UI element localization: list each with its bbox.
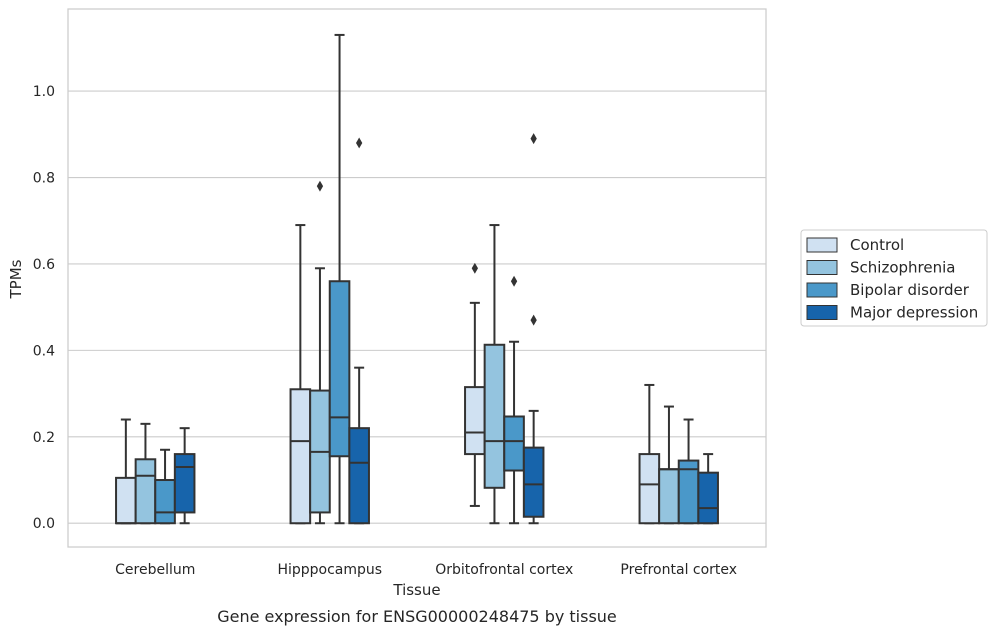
legend-swatch	[806, 282, 838, 298]
legend-frame	[800, 229, 988, 327]
box	[483, 343, 506, 489]
box-group	[483, 224, 506, 525]
x-tick-label: Hipppocampus	[277, 562, 382, 578]
box-group	[115, 418, 137, 525]
y-tick-labels: 0.0 0.2 0.4 0.6 0.8 1.0	[33, 84, 55, 532]
box-group	[173, 427, 196, 525]
box-series	[115, 33, 719, 525]
box-group	[154, 448, 176, 525]
x-tick-label: Orbitofrontal cortex	[435, 562, 573, 578]
box-group	[638, 383, 661, 525]
box	[522, 446, 545, 518]
box-group	[289, 224, 312, 525]
plot-frame	[67, 8, 767, 548]
legend-label: Schizophrenia	[850, 259, 955, 277]
legend-swatch	[806, 237, 838, 253]
box-group	[134, 422, 157, 525]
outlier-point	[530, 314, 537, 326]
legend-swatch	[806, 260, 838, 275]
y-tick-label: 0.2	[33, 430, 55, 446]
box	[154, 479, 176, 525]
outlier-point	[471, 262, 478, 274]
box	[348, 427, 370, 525]
x-axis-label: Tissue	[392, 581, 440, 599]
x-tick-label: Cerebellum	[115, 562, 195, 578]
box	[658, 468, 680, 525]
y-tick-label: 0.6	[33, 257, 55, 273]
box-group	[658, 405, 680, 525]
legend-swatch	[806, 305, 838, 320]
box	[115, 476, 137, 525]
box-group	[503, 275, 525, 525]
box	[134, 458, 157, 525]
y-tick-label: 0.0	[33, 516, 55, 532]
box	[173, 453, 196, 514]
gridlines	[68, 90, 766, 524]
box-group	[677, 418, 700, 525]
outlier-point	[356, 137, 363, 149]
figure-caption: Gene expression for ENSG00000248475 by t…	[217, 607, 617, 626]
outlier-point	[316, 180, 324, 192]
box-group	[328, 33, 351, 525]
y-tick-label: 0.8	[33, 171, 55, 187]
legend-label: Control	[850, 236, 904, 254]
box-group	[309, 180, 331, 525]
legend: Control Schizophrenia Bipolar disorder Majo…	[800, 229, 988, 327]
x-tick-label: Prefrontal cortex	[620, 562, 737, 578]
y-axis-label: TPMs	[7, 259, 25, 299]
y-tick-label: 1.0	[33, 84, 55, 100]
box	[464, 386, 486, 456]
legend-label: Major depression	[850, 304, 978, 322]
box-group	[697, 453, 719, 525]
box-group	[464, 262, 486, 507]
box-group	[522, 133, 545, 525]
box	[503, 415, 525, 472]
outlier-point	[530, 133, 537, 145]
box-group	[348, 137, 370, 525]
x-tick-labels: Cerebellum Hipppocampus Orbitofrontal cort…	[115, 562, 737, 578]
box	[289, 388, 312, 525]
outlier-point	[510, 275, 518, 287]
box	[697, 471, 719, 525]
box	[328, 280, 351, 458]
box	[638, 453, 661, 525]
legend-label: Bipolar disorder	[850, 281, 970, 299]
y-tick-label: 0.4	[33, 343, 55, 359]
